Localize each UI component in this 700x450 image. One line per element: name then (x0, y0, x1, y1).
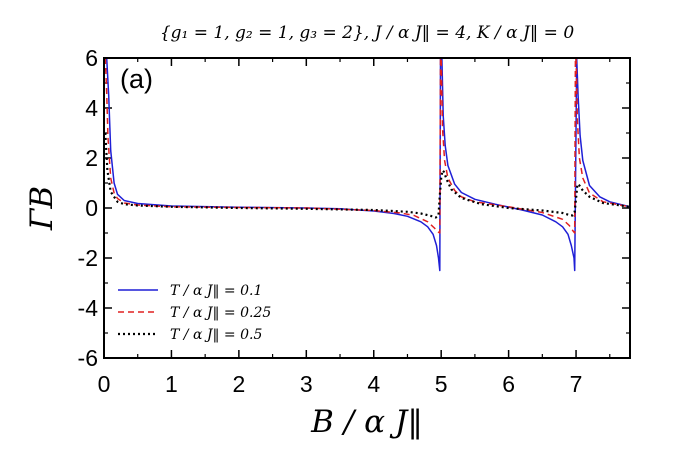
y-tick-label: -2 (78, 245, 98, 271)
legend: T / α J‖ = 0.1 T / α J‖ = 0.25 T / α J‖ = … (118, 283, 271, 343)
x-tick-label: 4 (367, 371, 380, 397)
chart-title: {g₁ = 1, g₂ = 1, g₃ = 2}, J / α J‖ = 4, … (160, 23, 574, 43)
x-tick-label: 3 (300, 371, 313, 397)
y-axis-label: ΓB (24, 186, 60, 231)
legend-label-3: T / α J‖ = 0.5 (170, 327, 262, 343)
y-tick-label: -4 (78, 295, 99, 321)
y-tick-label: 0 (85, 195, 98, 221)
y-tick-label: -6 (78, 345, 98, 371)
x-axis-label: B / α J‖ (310, 404, 423, 440)
y-tick-label: 4 (85, 95, 98, 121)
legend-label-1: T / α J‖ = 0.1 (170, 283, 262, 299)
y-tick-label: 2 (85, 145, 98, 171)
series-line-3 (104, 132, 630, 219)
y-tick-label: 6 (85, 45, 98, 71)
legend-label-2: T / α J‖ = 0.25 (170, 305, 271, 321)
x-tick-label: 6 (502, 371, 515, 397)
series-line-2 (104, 58, 630, 234)
series-line-1 (105, 58, 630, 272)
x-tick-label: 0 (98, 371, 111, 397)
panel-label: (a) (120, 64, 153, 94)
x-tick-label: 1 (165, 371, 178, 397)
plot-frame (103, 57, 631, 359)
x-tick-label: 2 (232, 371, 245, 397)
x-tick-label: 5 (435, 371, 448, 397)
x-tick-label: 7 (570, 371, 583, 397)
